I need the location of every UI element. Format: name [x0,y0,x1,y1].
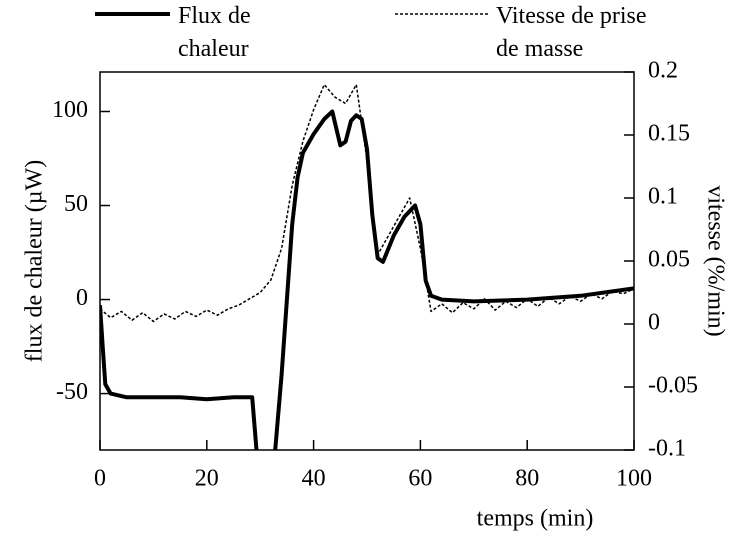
legend-label: Flux de chaleur [178,3,251,62]
y2-tick-label: -0.1 [648,436,686,462]
y-tick-label: 100 [52,97,88,123]
x-tick-label: 20 [195,466,219,492]
x-tick-label: 40 [302,466,326,492]
x-tick-label: 0 [94,466,106,492]
y-axis-label: flux de chaleur (µW) [22,160,48,362]
legend-label: Vitesse de prise de masse [496,3,647,62]
series-line [100,109,634,450]
x-tick-label: 100 [616,466,652,492]
y2-tick-label: 0.05 [648,247,690,273]
x-tick-label: 60 [408,466,432,492]
y2-tick-label: 0.2 [648,58,678,84]
y2-tick-label: 0.15 [648,121,690,147]
y2-tick-label: -0.05 [648,373,698,399]
y2-tick-label: 0.1 [648,184,678,210]
x-axis-label: temps (min) [477,506,594,532]
plot-frame [99,71,635,451]
x-tick-label: 80 [515,466,539,492]
series-line [100,83,634,323]
y2-tick-label: 0 [648,310,660,336]
y-tick-label: 50 [64,191,88,217]
y2-axis-label: vitesse (%/min) [702,185,728,336]
y-tick-label: -50 [56,379,88,405]
y-tick-label: 0 [76,285,88,311]
